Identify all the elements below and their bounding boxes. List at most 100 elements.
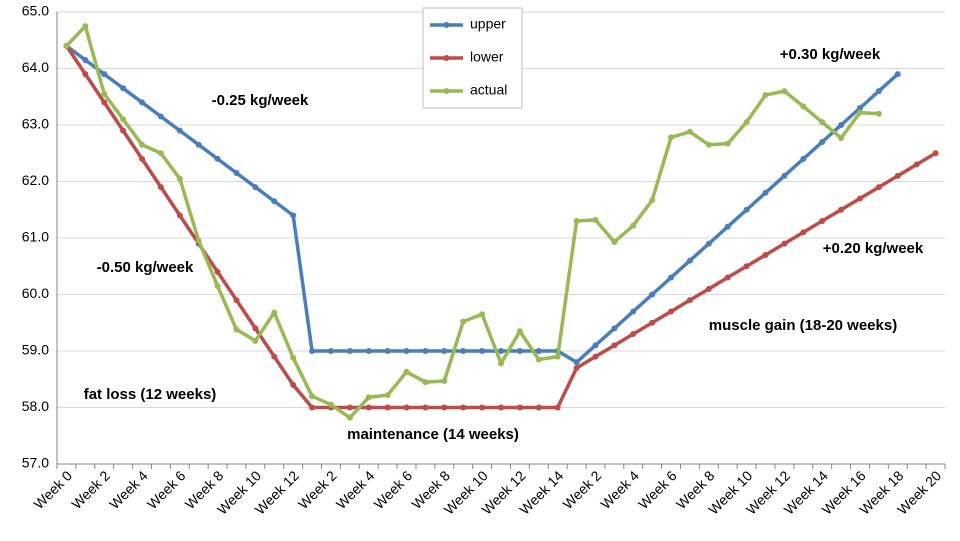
point (101, 99, 108, 106)
point (460, 348, 467, 354)
point (535, 348, 542, 354)
point (573, 218, 580, 225)
point (649, 319, 656, 326)
x-tick-label: Week 6 (371, 467, 416, 512)
point (724, 223, 731, 230)
y-tick-label: 60.0 (22, 285, 49, 301)
point (781, 172, 788, 179)
point (800, 229, 807, 236)
point (649, 197, 656, 204)
point (592, 342, 599, 349)
point (309, 404, 316, 411)
point (460, 404, 467, 411)
point (838, 122, 845, 128)
y-tick-label: 59.0 (22, 342, 49, 358)
point (762, 92, 769, 99)
point (573, 359, 580, 366)
point (611, 238, 618, 245)
point (630, 308, 637, 315)
point (384, 392, 391, 399)
x-tick-label: Week 2 (560, 467, 605, 512)
annotation: -0.25 kg/week (212, 92, 309, 109)
point (554, 404, 561, 411)
point (630, 331, 637, 338)
y-tick-label: 62.0 (22, 172, 49, 188)
point (498, 360, 504, 367)
series-line (65, 24, 879, 420)
point (233, 297, 240, 304)
point (195, 237, 202, 244)
point (686, 257, 693, 264)
point (630, 222, 637, 229)
point (441, 377, 448, 384)
point (327, 348, 334, 354)
x-tick-label: Week 4 (597, 467, 642, 512)
point (120, 116, 127, 123)
legend-marker (443, 22, 450, 28)
point (856, 105, 863, 112)
point (668, 134, 675, 141)
point (535, 404, 542, 411)
point (498, 348, 504, 354)
point (800, 103, 807, 110)
point (271, 353, 278, 360)
point (139, 155, 146, 162)
point (403, 404, 410, 411)
point (422, 379, 429, 386)
x-tick-label: Week 6 (635, 467, 680, 512)
point (120, 85, 127, 92)
point (762, 251, 769, 258)
point (157, 184, 164, 191)
point (686, 297, 693, 304)
point (460, 318, 467, 325)
point (63, 42, 70, 49)
x-tick-label: Week 6 (144, 467, 189, 512)
y-tick-label: 65.0 (22, 3, 49, 19)
point (800, 155, 807, 162)
point (422, 404, 429, 411)
point (346, 348, 353, 354)
point (101, 71, 108, 78)
annotation: fat loss (12 weeks) (84, 386, 217, 403)
x-tick-label: Week 0 (30, 467, 75, 512)
point (195, 141, 202, 148)
point (592, 216, 599, 223)
point (233, 170, 240, 177)
point (875, 110, 882, 117)
point (101, 90, 108, 97)
point (157, 150, 164, 157)
point (271, 198, 278, 205)
point (214, 283, 221, 290)
point (441, 348, 448, 354)
point (290, 212, 297, 219)
point (498, 404, 504, 411)
point (894, 71, 901, 78)
point (479, 348, 486, 354)
legend-label: actual (470, 82, 507, 98)
point (120, 127, 127, 134)
y-tick-label: 61.0 (22, 229, 49, 245)
annotation: +0.30 kg/week (780, 46, 881, 63)
point (384, 348, 391, 354)
x-tick-label: Week 4 (333, 467, 378, 512)
point (82, 23, 89, 30)
point (139, 99, 146, 106)
point (365, 404, 372, 411)
point (913, 161, 920, 168)
point (479, 404, 486, 411)
annotation: -0.50 kg/week (97, 259, 194, 276)
point (838, 206, 845, 213)
point (554, 353, 561, 360)
point (819, 218, 826, 225)
legend-marker (443, 55, 450, 61)
point (819, 119, 826, 126)
y-tick-label: 63.0 (22, 116, 49, 132)
point (365, 394, 372, 401)
point (705, 285, 712, 292)
point (139, 141, 146, 148)
point (856, 195, 863, 202)
point (611, 342, 618, 349)
point (290, 381, 297, 388)
point (214, 155, 221, 162)
point (346, 414, 353, 421)
